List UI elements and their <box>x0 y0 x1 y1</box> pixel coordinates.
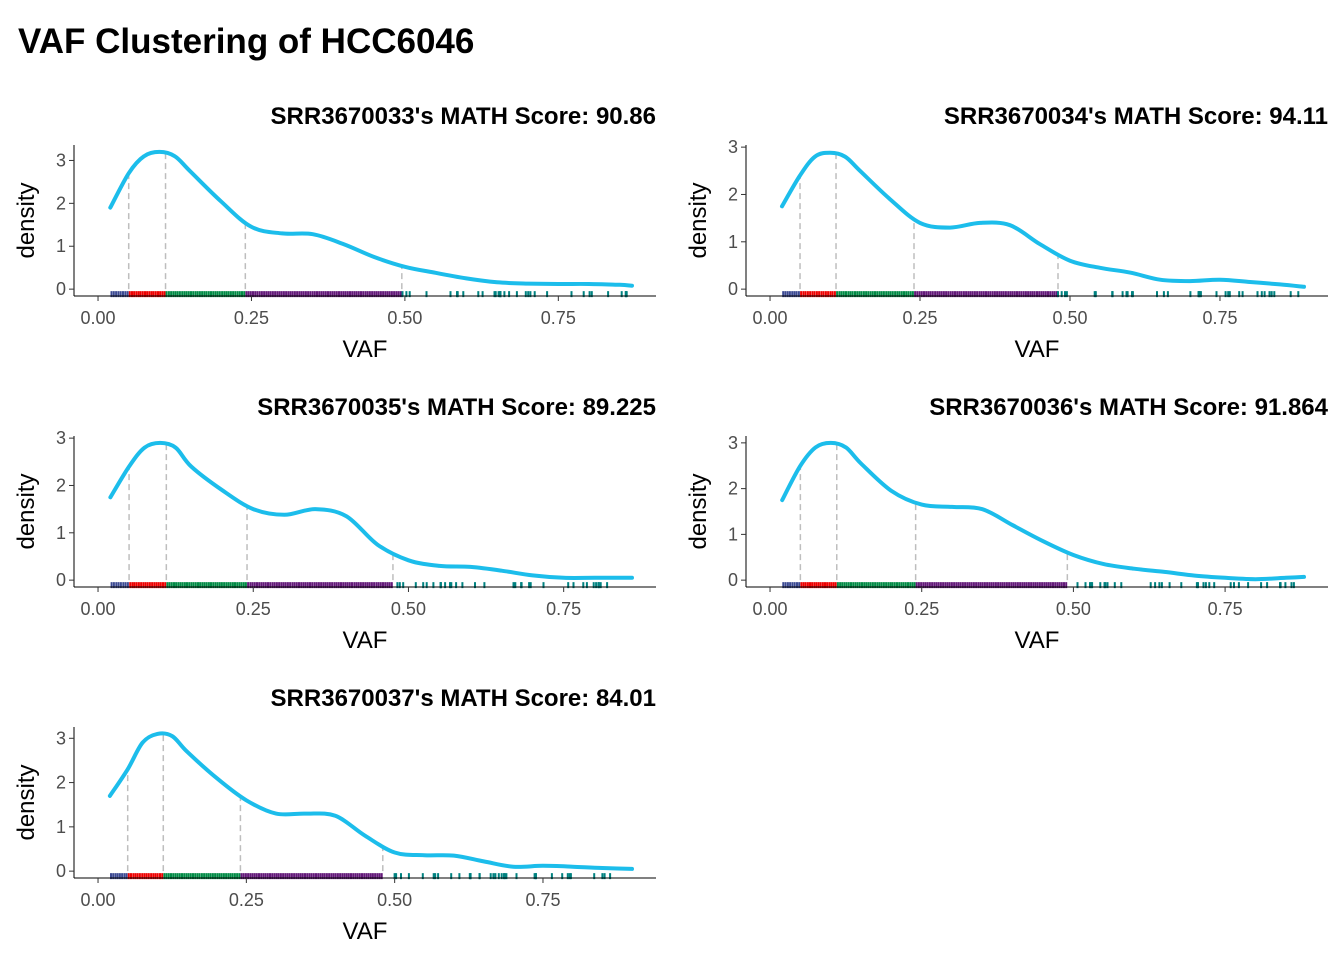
x-tick-label: 0.25 <box>904 599 939 619</box>
figure-title: VAF Clustering of HCC6046 <box>18 22 475 61</box>
x-tick-label: 0.50 <box>377 890 412 910</box>
y-axis-label: density <box>13 473 40 549</box>
y-tick-label: 1 <box>728 524 738 544</box>
x-axis-label: VAF <box>343 336 388 363</box>
x-tick-label: 0.00 <box>753 599 788 619</box>
y-tick-label: 1 <box>56 236 66 256</box>
y-tick-label: 2 <box>56 475 66 495</box>
density-curve <box>108 149 634 288</box>
x-tick-label: 0.50 <box>1056 599 1091 619</box>
y-tick-label: 3 <box>56 728 66 748</box>
y-tick-label: 0 <box>728 279 738 299</box>
y-axis-label: density <box>685 473 712 549</box>
panel-4: SRR3670036's MATH Score: 91.864 0 1 2 3 0.00 0… <box>685 394 1329 654</box>
y-tick-label: 0 <box>56 570 66 590</box>
y-tick-label: 3 <box>728 137 738 157</box>
x-axis-label: VAF <box>1015 336 1060 363</box>
y-tick-label: 0 <box>728 570 738 590</box>
x-tick-label: 0.00 <box>81 308 116 328</box>
x-axis-label: VAF <box>343 918 388 945</box>
x-tick-label: 0.25 <box>229 890 264 910</box>
x-tick-label: 0.00 <box>81 599 116 619</box>
x-tick-label: 0.50 <box>391 599 426 619</box>
x-tick-label: 0.25 <box>234 308 269 328</box>
panel-title: SRR3670035's MATH Score: 89.225 <box>257 394 656 421</box>
y-tick-label: 0 <box>56 279 66 299</box>
panel-5: SRR3670037's MATH Score: 84.01 0 1 2 3 0.00 0.… <box>13 685 656 945</box>
y-tick-label: 1 <box>56 817 66 837</box>
x-tick-label: 0.75 <box>541 308 576 328</box>
panel-title: SRR3670036's MATH Score: 91.864 <box>929 394 1328 421</box>
x-tick-label: 0.50 <box>1052 308 1087 328</box>
x-tick-label: 0.75 <box>1202 308 1237 328</box>
density-curve <box>780 150 1306 289</box>
y-tick-label: 2 <box>56 193 66 213</box>
y-tick-label: 3 <box>728 433 738 453</box>
panel-title: SRR3670033's MATH Score: 90.86 <box>271 103 656 130</box>
y-tick-label: 2 <box>56 773 66 793</box>
x-tick-label: 0.25 <box>902 308 937 328</box>
y-tick-label: 2 <box>728 479 738 499</box>
y-tick-label: 1 <box>56 523 66 543</box>
x-tick-label: 0.00 <box>753 308 788 328</box>
x-tick-label: 0.75 <box>546 599 581 619</box>
y-tick-label: 2 <box>728 184 738 204</box>
panel-2: SRR3670034's MATH Score: 94.11 0 1 2 3 0.00 0.… <box>685 103 1328 363</box>
x-tick-label: 0.25 <box>236 599 271 619</box>
x-tick-label: 0.50 <box>387 308 422 328</box>
y-axis-label: density <box>685 182 712 258</box>
x-axis-label: VAF <box>343 627 388 654</box>
y-tick-label: 1 <box>728 232 738 252</box>
panel-1: SRR3670033's MATH Score: 90.86 0 1 2 3 0.00 0.… <box>13 103 656 363</box>
x-axis-label: VAF <box>1015 627 1060 654</box>
x-tick-label: 0.00 <box>81 890 116 910</box>
panel-title: SRR3670034's MATH Score: 94.11 <box>944 103 1328 130</box>
density-curve <box>107 731 634 871</box>
y-axis-label: density <box>13 764 40 840</box>
panel-3: SRR3670035's MATH Score: 89.225 0 1 2 3 0.00 0… <box>13 394 656 654</box>
y-tick-label: 3 <box>56 150 66 170</box>
y-axis-label: density <box>13 182 40 258</box>
density-curve <box>108 440 634 580</box>
y-tick-label: 3 <box>56 428 66 448</box>
x-tick-label: 0.75 <box>525 890 560 910</box>
x-tick-label: 0.75 <box>1208 599 1243 619</box>
panel-title: SRR3670037's MATH Score: 84.01 <box>271 685 656 712</box>
y-tick-label: 0 <box>56 861 66 881</box>
density-curve <box>780 440 1306 582</box>
